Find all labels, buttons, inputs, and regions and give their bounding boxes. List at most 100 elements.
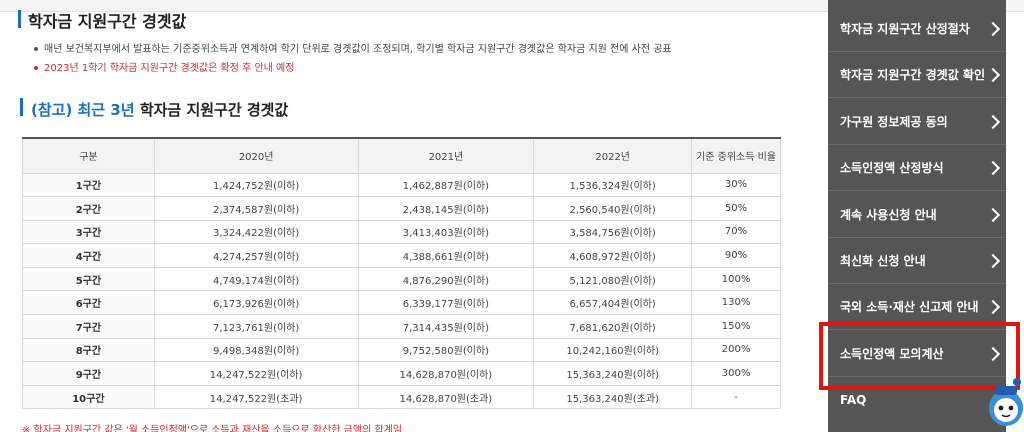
table-cell: 14,628,870원(초과) <box>357 384 535 410</box>
table-cell: 15,363,240원(이하) <box>533 361 693 386</box>
mascot-icon[interactable] <box>984 372 1024 432</box>
table-cell: 7,681,620원(이하) <box>533 314 693 339</box>
table-row: 10구간 14,247,522원(초과) 14,628,870원(초과) 15,363… <box>22 384 781 410</box>
row-label-cell: 5구간 <box>22 266 155 292</box>
table-cell: 4,608,972원(이하) <box>533 243 693 268</box>
table-cell: 7,123,761원(이하) <box>153 314 359 339</box>
table-row: 9구간 14,247,522원(이하) 14,628,870원(이하) 15,363,… <box>22 361 781 386</box>
table-cell: 3,584,756원(이하) <box>533 219 693 245</box>
table-cell: 150% <box>691 314 781 339</box>
section-title-prefix: (참고) 최근 3년 <box>31 101 135 119</box>
table-cell: 14,628,870원(이하) <box>357 361 535 386</box>
sidebar-item-label: 학자금 지원구간 경곗값 확인 <box>840 68 986 82</box>
table-row: 7구간 7,123,761원(이하) 7,314,435원(이하) 7,681,620… <box>22 314 781 339</box>
sidebar-item-label: 최신화 신청 안내 <box>840 254 926 268</box>
table-cell: 5,121,080원(이하) <box>533 266 693 292</box>
table-row: 3구간 3,324,422원(이하) 3,413,403원(이하) 3,584,756… <box>22 219 781 245</box>
table-row: 1구간 1,424,752원(이하) 1,462,887원(이하) 1,536,324… <box>22 172 781 198</box>
row-label-cell: 4구간 <box>22 243 155 268</box>
table-header-row: 구분 2020년 2021년 2022년 기준 중위소득 비율 <box>22 137 781 174</box>
sidebar-item-label: FAQ <box>840 393 867 407</box>
table-cell: 2,560,540원(이하) <box>533 196 693 221</box>
table-cell: 9,752,580원(이하) <box>357 337 535 363</box>
row-label-cell: 7구간 <box>22 314 155 339</box>
sidebar-item-label: 학자금 지원구간 산정절차 <box>840 22 970 36</box>
chevron-right-icon <box>985 21 1001 36</box>
highlight-box <box>819 322 1020 390</box>
table-cell: 1,424,752원(이하) <box>153 172 359 198</box>
table-cell: 2,374,587원(이하) <box>153 196 359 221</box>
chevron-right-icon <box>985 299 1001 314</box>
sidebar-item-label: 국외 소득·재산 신고제 안내 <box>840 300 979 314</box>
section-bar <box>20 98 23 116</box>
table-cell: 1,462,887원(이하) <box>357 172 535 198</box>
table-cell: 6,657,404원(이하) <box>533 290 693 316</box>
table-cell: 10,242,160원(이하) <box>533 337 693 363</box>
table-cell: 4,274,257원(이하) <box>153 243 359 268</box>
table-cell: 3,413,403원(이하) <box>357 219 535 245</box>
foot-note: ※ 학자금 지원구간 값은 '월 소득인정액'으로 소득과 재산을 소득으로 환… <box>22 425 403 432</box>
note-text: 매년 보건복지부에서 발표하는 기준중위소득과 연계하여 학기 단위로 경곗값이… <box>44 44 672 55</box>
sidebar-item-label: 계속 사용신청 안내 <box>840 208 937 222</box>
table-cell: 15,363,240원(초과) <box>533 384 693 410</box>
col-header: 2020년 <box>153 137 359 174</box>
col-header: 구분 <box>22 137 155 174</box>
table-cell: 30% <box>691 172 781 198</box>
sidebar-item-label: 가구원 정보제공 동의 <box>840 115 948 129</box>
row-label-cell: 9구간 <box>22 361 155 386</box>
row-label-cell: 10구간 <box>22 384 155 410</box>
chevron-right-icon <box>985 114 1001 129</box>
sidebar-item-boundary-check[interactable]: 학자금 지원구간 경곗값 확인 <box>828 52 1006 98</box>
boundary-table: 구분 2020년 2021년 2022년 기준 중위소득 비율 1구간 1,424… <box>22 137 781 410</box>
sidebar-item-overseas[interactable]: 국외 소득·재산 신고제 안내 <box>828 284 1006 330</box>
sidebar-item-consent[interactable]: 가구원 정보제공 동의 <box>828 99 1006 145</box>
chevron-right-icon <box>985 160 1001 175</box>
table-cell: 9,498,348원(이하) <box>153 337 359 363</box>
bullet-icon <box>34 47 38 51</box>
table-cell: 100% <box>691 266 781 292</box>
table-cell: 90% <box>691 243 781 268</box>
table-cell: 4,388,661원(이하) <box>357 243 535 268</box>
row-label-cell: 1구간 <box>22 172 155 198</box>
table-cell: 2,438,145원(이하) <box>357 196 535 221</box>
col-header: 기준 중위소득 비율 <box>691 137 781 174</box>
table-row: 6구간 6,173,926원(이하) 6,339,177원(이하) 6,657,404… <box>22 290 781 316</box>
table-row: 4구간 4,274,257원(이하) 4,388,661원(이하) 4,608,972… <box>22 243 781 268</box>
table-row: 2구간 2,374,587원(이하) 2,438,145원(이하) 2,560,540… <box>22 196 781 221</box>
table-cell: 6,173,926원(이하) <box>153 290 359 316</box>
sidebar-item-continue-use[interactable]: 계속 사용신청 안내 <box>828 192 1006 238</box>
sidebar-item-mock-calc[interactable]: 소득인정액 모의계산 <box>828 331 1006 377</box>
sidebar-item-calc-procedure[interactable]: 학자금 지원구간 산정절차 <box>828 6 1006 52</box>
table-cell: 200% <box>691 337 781 363</box>
table-cell: 6,339,177원(이하) <box>357 290 535 316</box>
table-cell: 300% <box>691 361 781 386</box>
table-row: 5구간 4,749,174원(이하) 4,876,290원(이하) 5,121,080… <box>22 266 781 292</box>
table-cell: 3,324,422원(이하) <box>153 219 359 245</box>
sidebar-item-label: 소득인정액 산정방식 <box>840 161 944 175</box>
table-cell: 1,536,324원(이하) <box>533 172 693 198</box>
heading-bar <box>18 10 21 28</box>
table-cell: 7,314,435원(이하) <box>357 314 535 339</box>
chevron-right-icon <box>985 253 1001 268</box>
table-cell: - <box>691 384 781 410</box>
bullet-icon <box>34 66 38 70</box>
chevron-right-icon <box>985 207 1001 222</box>
table-cell: 4,876,290원(이하) <box>357 266 535 292</box>
table-cell: 50% <box>691 196 781 221</box>
row-label-cell: 6구간 <box>22 290 155 316</box>
page-heading: 학자금 지원구간 경곗값 <box>28 12 187 31</box>
table-cell: 14,247,522원(이하) <box>153 361 359 386</box>
main-content: 학자금 지원구간 경곗값 매년 보건복지부에서 발표하는 기준중위소득과 연계하… <box>18 10 781 432</box>
sidebar-item-update[interactable]: 최신화 신청 안내 <box>828 238 1006 284</box>
table-cell: 4,749,174원(이하) <box>153 266 359 292</box>
table-cell: 130% <box>691 290 781 316</box>
sidebar: 학자금 지원구간 산정절차 학자금 지원구간 경곗값 확인 가구원 정보제공 동… <box>828 0 1006 432</box>
section-title-text: 학자금 지원구간 경곗값 <box>134 101 289 119</box>
sidebar-item-faq[interactable]: FAQ <box>828 377 1006 423</box>
sidebar-item-income-method[interactable]: 소득인정액 산정방식 <box>828 145 1006 191</box>
note-item: 매년 보건복지부에서 발표하는 기준중위소득과 연계하여 학기 단위로 경곗값이… <box>34 40 672 55</box>
table-cell: 14,247,522원(초과) <box>153 384 359 410</box>
row-label-cell: 2구간 <box>22 196 155 221</box>
top-nav-strip <box>0 0 1024 12</box>
col-header: 2022년 <box>533 137 693 174</box>
